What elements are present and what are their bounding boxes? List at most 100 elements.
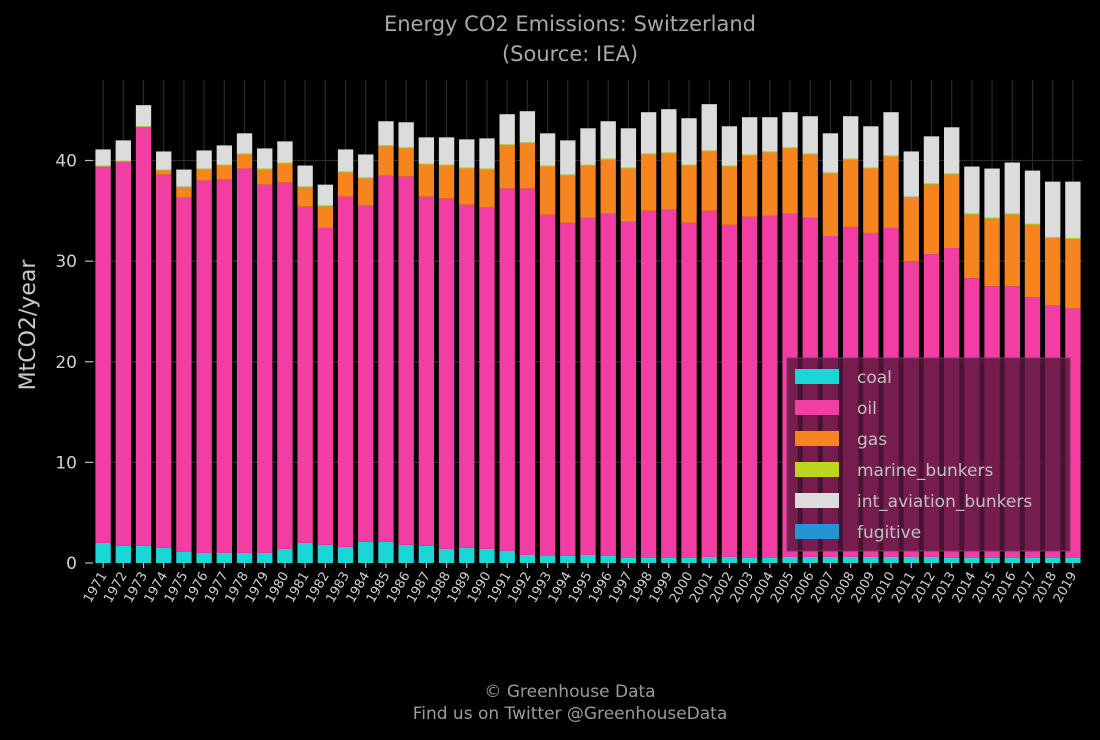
bar-marine_bunkers-2004 [762,151,778,153]
bar-coal-1980 [277,548,293,563]
y-tick-label: 20 [55,353,77,373]
bar-marine_bunkers-2016 [1004,213,1020,215]
bar-marine_bunkers-1989 [459,167,475,169]
bar-marine_bunkers-1984 [358,177,374,179]
bar-marine_bunkers-1978 [236,153,253,155]
bar-oil-2001 [701,210,717,557]
bar-int_aviation_bunkers-2016 [1004,162,1020,214]
bar-gas-1983 [337,172,354,197]
bar-int_aviation_bunkers-2015 [984,168,1000,218]
bar-int_aviation_bunkers-1993 [539,133,556,166]
bar-coal-2002 [721,556,738,563]
bar-int_aviation_bunkers-2008 [842,116,859,159]
bar-gas-1999 [661,153,677,210]
bar-int_aviation_bunkers-1982 [317,184,334,206]
y-tick-label: 40 [55,152,77,172]
bar-marine_bunkers-2018 [1045,236,1061,238]
bar-int_aviation_bunkers-1974 [156,151,172,170]
bar-int_aviation_bunkers-2011 [903,151,919,197]
bar-oil-1987 [418,196,435,546]
bar-gas-2017 [1024,224,1041,298]
y-axis: 0 10 20 30 40 [55,152,93,574]
bar-gas-2014 [964,214,980,279]
bar-gas-2007 [822,173,839,236]
chart-title: Energy CO2 Emissions: Switzerland [383,12,757,36]
bar-marine_bunkers-1985 [378,145,394,147]
bar-marine_bunkers-1973 [135,126,152,128]
bar-marine_bunkers-2002 [721,165,738,167]
bar-marine_bunkers-1996 [600,158,616,160]
bar-oil-1984 [358,205,374,542]
y-tick-label: 30 [55,252,77,272]
bar-gas-1986 [398,148,414,177]
bar-oil-1989 [459,204,475,548]
bar-marine_bunkers-2015 [984,217,1000,219]
bar-marine_bunkers-1991 [499,144,515,146]
bar-oil-1992 [519,188,536,555]
legend-swatch-marine_bunkers [795,462,839,477]
bar-marine_bunkers-1995 [580,164,596,166]
bar-marine_bunkers-1988 [438,164,455,166]
bar-gas-2004 [762,152,778,216]
bar-int_aviation_bunkers-1981 [297,165,313,187]
bar-coal-1990 [479,548,495,563]
bar-gas-1975 [176,187,192,198]
bar-gas-1976 [196,169,212,181]
bar-coal-1998 [640,557,657,563]
bar-gas-1984 [358,178,374,206]
bar-int_aviation_bunkers-2013 [943,127,960,174]
bar-gas-2001 [701,151,717,211]
bar-int_aviation_bunkers-2012 [923,136,940,184]
footer-twitter: Find us on Twitter @GreenhouseData [412,704,728,724]
bar-coal-1987 [418,545,435,563]
legend-swatch-coal [795,369,839,384]
bar-marine_bunkers-1983 [337,171,354,173]
bar-int_aviation_bunkers-1990 [479,138,495,169]
bar-marine_bunkers-1990 [479,168,495,170]
bar-gas-1985 [378,146,394,176]
bar-coal-1992 [519,554,536,563]
bar-int_aviation_bunkers-1994 [560,140,576,175]
bar-coal-2003 [741,557,758,563]
bar-gas-2019 [1065,238,1081,309]
bar-gas-2000 [681,165,697,223]
bar-oil-1990 [479,207,495,549]
bar-int_aviation_bunkers-1972 [115,140,131,161]
bar-coal-1988 [438,548,455,563]
bar-int_aviation_bunkers-1983 [337,149,354,172]
bar-gas-1998 [640,154,657,211]
bar-int_aviation_bunkers-2005 [782,112,798,148]
bar-oil-1981 [297,206,313,543]
bar-marine_bunkers-2003 [741,154,758,156]
bar-gas-1979 [257,169,273,185]
bar-coal-1976 [196,552,212,563]
bar-oil-2004 [762,215,778,558]
bar-int_aviation_bunkers-1998 [640,112,657,154]
bar-int_aviation_bunkers-2006 [802,116,818,154]
bar-gas-1990 [479,169,495,208]
bar-oil-1995 [580,217,596,555]
bar-oil-1978 [236,168,253,553]
bar-int_aviation_bunkers-2018 [1045,181,1061,237]
bar-coal-1974 [156,547,172,563]
bar-marine_bunkers-1976 [196,168,212,170]
bar-coal-1981 [297,542,313,563]
bar-marine_bunkers-1977 [216,164,233,166]
y-tick-label: 0 [66,554,77,574]
bar-int_aviation_bunkers-2007 [822,133,839,173]
bar-marine_bunkers-2014 [964,213,980,215]
bar-gas-1982 [317,206,334,228]
bar-oil-1980 [277,182,293,549]
bar-int_aviation_bunkers-2004 [762,117,778,152]
bar-coal-1979 [257,552,273,563]
bar-marine_bunkers-1982 [317,205,334,207]
bar-marine_bunkers-1986 [398,147,414,149]
bar-oil-1971 [95,166,111,543]
bar-marine_bunkers-1981 [297,186,313,188]
bar-coal-2000 [681,557,697,563]
bar-coal-2005 [782,556,798,563]
y-tick-label: 10 [55,453,77,473]
bar-coal-1999 [661,557,677,563]
bar-marine_bunkers-1994 [560,174,576,176]
